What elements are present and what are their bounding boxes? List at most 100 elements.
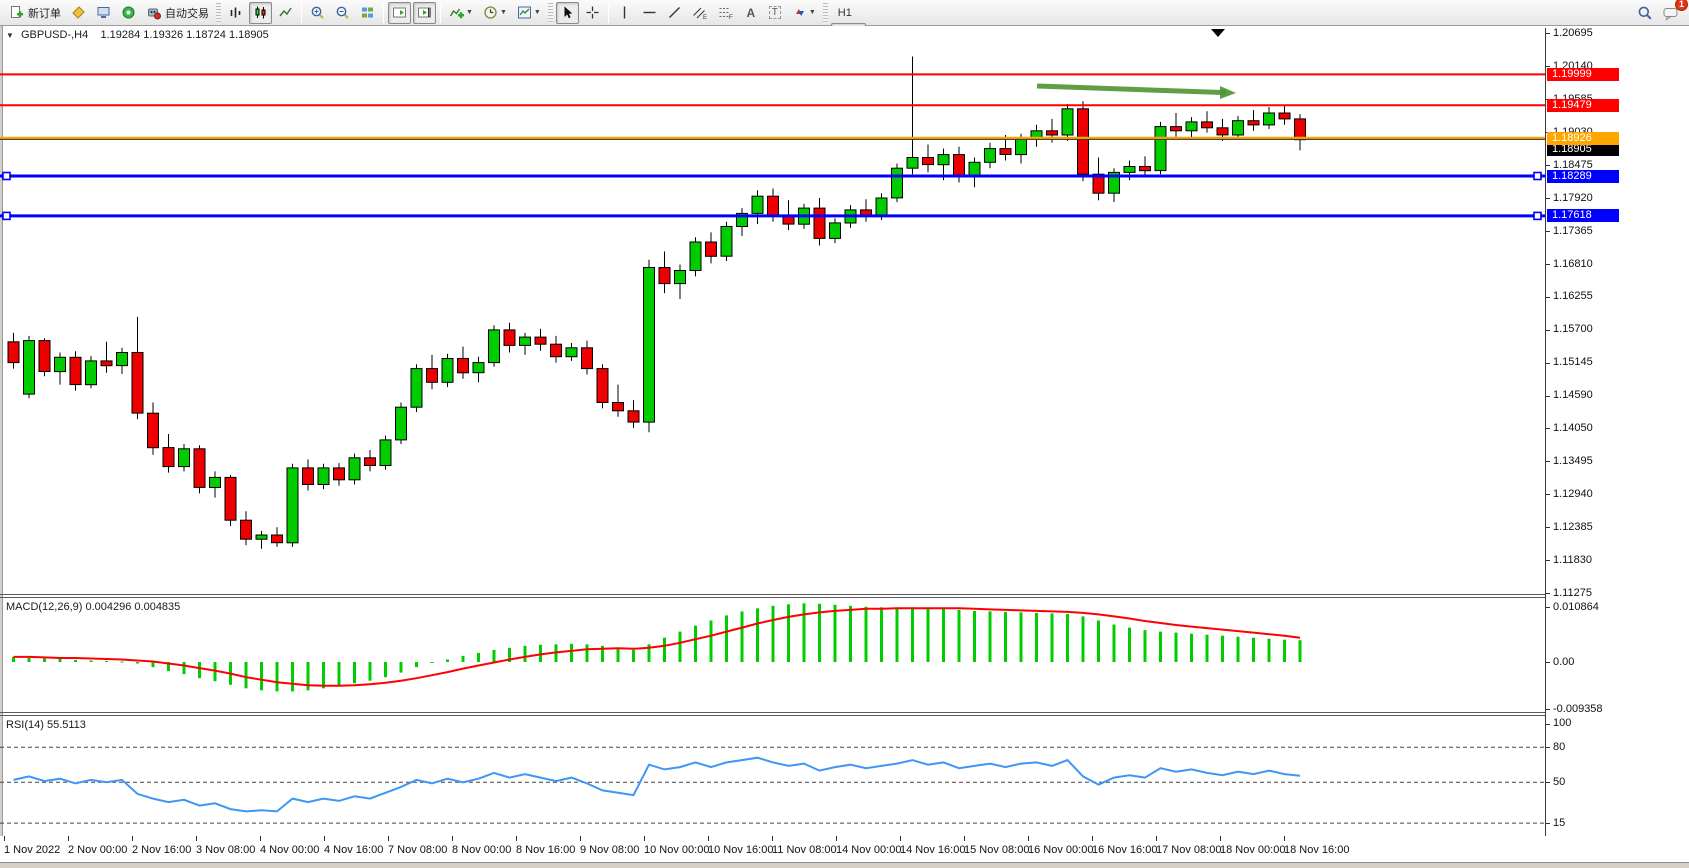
crosshair-tool-button[interactable] <box>581 2 604 24</box>
trend-arrow-head[interactable] <box>1220 86 1236 99</box>
dropdown-caret: ▼ <box>499 9 507 16</box>
quotes-button[interactable] <box>67 2 90 24</box>
trendline-tool-button[interactable] <box>663 2 686 24</box>
line-handle[interactable] <box>1533 171 1542 181</box>
navigator-button[interactable] <box>117 2 140 24</box>
line-handle[interactable] <box>2 211 11 221</box>
auto-trading-button[interactable]: 自动交易 <box>142 2 213 24</box>
zoom-out-icon <box>336 6 349 19</box>
time-axis-label: 3 Nov 08:00 <box>196 844 256 856</box>
price-axis[interactable]: 1.206951.201401.195851.190301.184751.179… <box>1546 26 1689 836</box>
zoom-out-button[interactable] <box>331 2 354 24</box>
chart-symbol-period: GBPUSD-,H4 <box>20 29 89 41</box>
zoom-in-button[interactable] <box>306 2 329 24</box>
macd-bar <box>833 604 837 662</box>
price-axis-label: 1.16810 <box>1553 257 1593 270</box>
macd-bar <box>1035 612 1038 662</box>
macd-bar <box>322 662 325 689</box>
price-tag[interactable]: 1.17618 <box>1547 209 1619 223</box>
candle-body <box>627 410 640 423</box>
text-tool-button[interactable]: A <box>740 2 762 24</box>
macd-bar <box>1081 616 1085 662</box>
text-label-tool-button[interactable]: T <box>764 2 786 24</box>
new-order-button[interactable]: 新订单 <box>5 2 65 24</box>
search-button[interactable] <box>1633 2 1657 24</box>
pane-separator[interactable] <box>0 597 1689 598</box>
candle-body <box>1046 130 1058 136</box>
trend-arrow-line[interactable] <box>1036 83 1227 96</box>
main-chart-pane[interactable] <box>0 28 1545 595</box>
macd-bar <box>105 661 108 662</box>
candle-body <box>488 329 500 364</box>
horizontal-line-tool-button[interactable] <box>638 2 661 24</box>
macd-pane[interactable] <box>0 597 1545 712</box>
line-handle[interactable] <box>2 171 11 181</box>
chevron-down-icon[interactable]: ▼ <box>6 31 14 40</box>
chart-shift-button[interactable] <box>413 1 436 24</box>
time-axis-label: 2 Nov 16:00 <box>132 844 192 856</box>
price-tag[interactable]: 1.18289 <box>1547 169 1619 183</box>
candle-body <box>968 161 981 176</box>
equidistant-channel-tool-button[interactable]: E <box>688 2 712 24</box>
candle-body <box>147 412 159 449</box>
pane-separator[interactable] <box>0 712 1689 713</box>
auto-scroll-button[interactable] <box>388 1 411 24</box>
pane-separator[interactable] <box>0 715 1689 716</box>
candles-layer[interactable] <box>7 56 1306 549</box>
line-chart-button[interactable] <box>274 2 297 24</box>
candle-body <box>1139 166 1151 172</box>
template-icon <box>517 6 531 19</box>
macd-bar <box>1283 639 1286 662</box>
arrows-tool-button[interactable]: ▼ <box>788 2 820 24</box>
toolbar-grip[interactable] <box>822 2 828 23</box>
periods-button[interactable]: ▼ <box>479 2 511 24</box>
time-axis-tick <box>1028 836 1029 841</box>
toolbar-grip[interactable] <box>216 2 221 23</box>
toolbar-grip[interactable] <box>547 2 553 23</box>
price-tag[interactable]: 1.19999 <box>1547 67 1619 81</box>
rsi-axis-label: 50 <box>1553 775 1566 788</box>
candle-body <box>1216 127 1229 136</box>
macd-bar <box>849 605 852 662</box>
candle-body <box>1154 126 1167 172</box>
notifications-button[interactable]: 1 <box>1659 0 1688 24</box>
time-axis[interactable]: 1 Nov 2022 2 Nov 00:00 2 Nov 16:00 3 Nov 08… <box>0 836 1689 862</box>
pane-separator[interactable] <box>0 594 1689 595</box>
macd-axis-tick <box>1546 662 1550 663</box>
price-axis-tick <box>1546 560 1550 561</box>
market-watch-button[interactable] <box>92 2 115 24</box>
candle-body <box>751 195 764 214</box>
candle-body <box>720 226 733 257</box>
price-tag[interactable]: 1.19479 <box>1547 98 1619 112</box>
cursor-tool-button[interactable] <box>555 1 579 24</box>
indicators-button[interactable]: ▼ <box>445 2 477 24</box>
macd-bar <box>446 659 449 662</box>
vertical-line-tool-button[interactable] <box>613 2 636 24</box>
macd-bar <box>461 655 465 662</box>
candle-body <box>658 267 671 285</box>
candlestick-chart-button[interactable] <box>249 1 272 24</box>
price-tag[interactable]: 1.18926 <box>1547 131 1619 145</box>
time-axis-label: 14 Nov 16:00 <box>900 844 966 856</box>
fibonacci-tool-button[interactable]: F <box>714 2 738 24</box>
scroll-to-end-marker[interactable] <box>1211 29 1225 37</box>
bar-chart-button[interactable] <box>224 2 247 24</box>
bar-chart-icon <box>230 7 241 18</box>
price-axis-label: 1.17920 <box>1553 191 1593 204</box>
candle-body <box>891 167 903 199</box>
price-tag[interactable]: 1.18905 <box>1547 142 1619 156</box>
time-axis-label: 9 Nov 08:00 <box>580 844 640 856</box>
price-axis-line <box>1545 28 1546 836</box>
horizontal-line-icon <box>643 11 656 14</box>
macd-bar <box>818 603 821 662</box>
price-axis-tick <box>1546 66 1550 67</box>
tile-windows-button[interactable] <box>356 2 379 24</box>
candle-body <box>85 360 97 386</box>
templates-button[interactable]: ▼ <box>513 2 545 24</box>
svg-text:E: E <box>703 15 707 20</box>
fibonacci-icon: F <box>719 8 733 20</box>
line-handle[interactable] <box>1533 211 1542 221</box>
rsi-pane[interactable] <box>0 715 1545 836</box>
timeframe-button-H1[interactable]: H1 <box>837 6 852 19</box>
